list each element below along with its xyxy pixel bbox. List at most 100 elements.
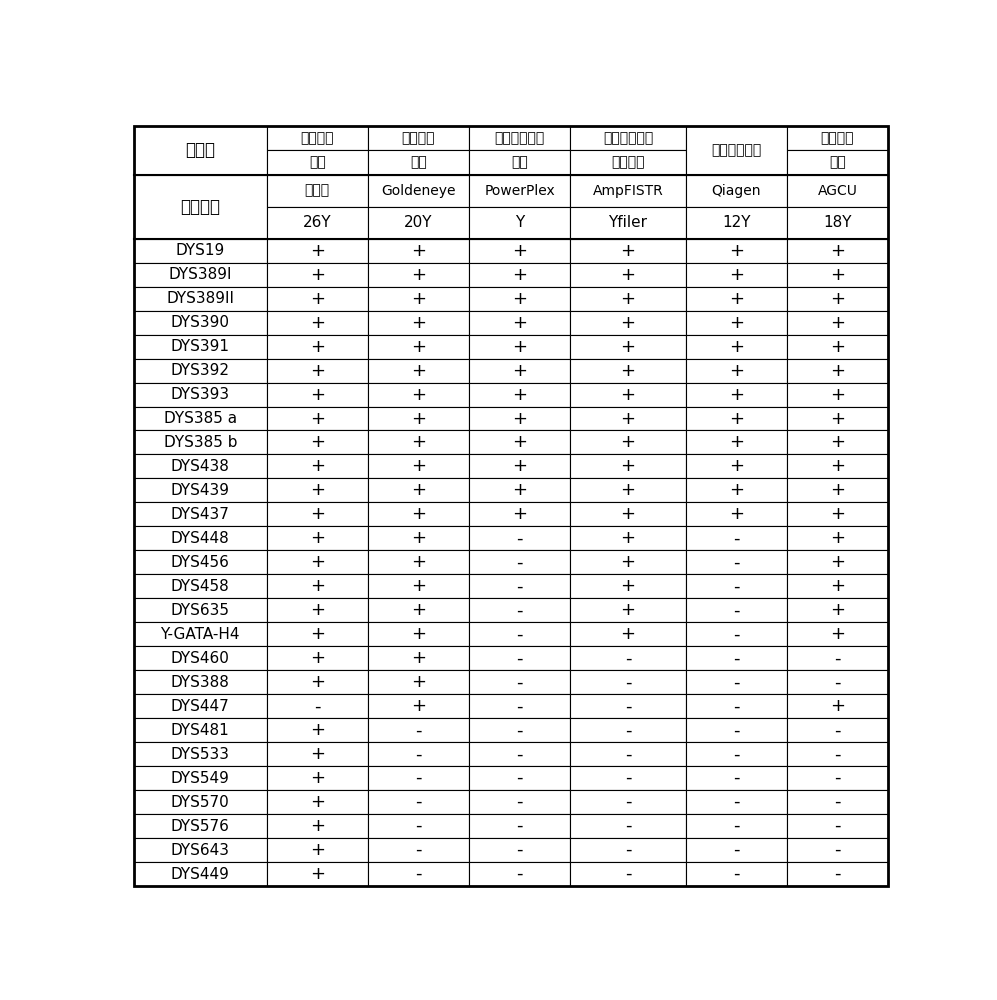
Bar — [267, 766, 368, 790]
Text: -: - — [733, 553, 740, 571]
Text: +: + — [620, 457, 635, 475]
Bar — [134, 502, 267, 526]
Text: 系统公司: 系统公司 — [611, 155, 645, 169]
Bar — [267, 526, 368, 550]
Text: -: - — [625, 697, 631, 715]
Text: +: + — [830, 505, 845, 523]
Bar — [368, 766, 469, 790]
Text: 产品名称: 产品名称 — [180, 198, 220, 216]
Bar — [368, 598, 469, 622]
Bar — [570, 175, 686, 207]
Text: +: + — [512, 433, 527, 451]
Text: -: - — [516, 697, 522, 715]
Bar — [267, 478, 368, 502]
Text: DYS439: DYS439 — [170, 483, 230, 498]
Bar — [134, 383, 267, 407]
Text: +: + — [310, 266, 325, 284]
Text: -: - — [516, 721, 522, 739]
Bar — [686, 646, 787, 670]
Text: +: + — [512, 481, 527, 499]
Bar — [368, 814, 469, 838]
Text: -: - — [625, 649, 631, 667]
Text: 基点认知: 基点认知 — [300, 131, 334, 145]
Text: -: - — [733, 697, 740, 715]
Bar — [787, 430, 888, 454]
Text: -: - — [415, 745, 422, 763]
Bar — [368, 718, 469, 742]
Bar — [686, 526, 787, 550]
Text: -: - — [733, 673, 740, 691]
Text: -: - — [834, 793, 840, 811]
Text: +: + — [411, 386, 426, 404]
Text: +: + — [411, 362, 426, 380]
Bar — [267, 287, 368, 311]
Text: -: - — [516, 553, 522, 571]
Bar — [134, 526, 267, 550]
Text: +: + — [620, 266, 635, 284]
Text: -: - — [834, 673, 840, 691]
Text: +: + — [512, 505, 527, 523]
Text: 20Y: 20Y — [404, 215, 433, 230]
Text: +: + — [729, 362, 744, 380]
Bar — [570, 526, 686, 550]
Bar — [469, 694, 570, 718]
Text: -: - — [516, 865, 522, 883]
Bar — [469, 207, 570, 239]
Bar — [267, 838, 368, 862]
Text: DYS481: DYS481 — [170, 723, 229, 738]
Bar — [686, 766, 787, 790]
Text: +: + — [310, 481, 325, 499]
Bar — [469, 430, 570, 454]
Bar — [469, 126, 570, 150]
Text: -: - — [733, 841, 740, 859]
Text: -: - — [314, 697, 321, 715]
Bar — [368, 574, 469, 598]
Bar — [787, 838, 888, 862]
Text: -: - — [733, 625, 740, 643]
Bar — [787, 287, 888, 311]
Bar — [469, 150, 570, 175]
Text: 美国普洛麦格: 美国普洛麦格 — [495, 131, 544, 145]
Text: -: - — [834, 865, 840, 883]
Bar — [686, 814, 787, 838]
Text: +: + — [411, 649, 426, 667]
Bar — [469, 454, 570, 478]
Text: +: + — [411, 577, 426, 595]
Bar — [469, 263, 570, 287]
Text: -: - — [415, 817, 422, 835]
Text: PowerPlex: PowerPlex — [485, 184, 555, 198]
Text: +: + — [411, 314, 426, 332]
Text: -: - — [516, 673, 522, 691]
Bar — [368, 383, 469, 407]
Bar — [787, 335, 888, 359]
Bar — [134, 574, 267, 598]
Text: -: - — [625, 817, 631, 835]
Text: +: + — [620, 529, 635, 547]
Text: +: + — [512, 338, 527, 356]
Bar — [267, 598, 368, 622]
Text: -: - — [834, 817, 840, 835]
Bar — [469, 790, 570, 814]
Text: +: + — [310, 242, 325, 260]
Bar — [469, 311, 570, 335]
Text: -: - — [733, 769, 740, 787]
Bar — [368, 526, 469, 550]
Text: -: - — [625, 841, 631, 859]
Text: -: - — [516, 841, 522, 859]
Bar — [469, 359, 570, 383]
Text: -: - — [733, 649, 740, 667]
Bar — [134, 478, 267, 502]
Bar — [368, 263, 469, 287]
Bar — [368, 502, 469, 526]
Text: -: - — [625, 769, 631, 787]
Text: 公司: 公司 — [830, 155, 845, 169]
Text: +: + — [729, 290, 744, 308]
Text: -: - — [625, 721, 631, 739]
Bar — [469, 239, 570, 263]
Bar — [134, 287, 267, 311]
Bar — [570, 622, 686, 646]
Bar — [267, 502, 368, 526]
Text: DYS391: DYS391 — [170, 339, 230, 354]
Text: +: + — [830, 601, 845, 619]
Bar — [469, 670, 570, 694]
